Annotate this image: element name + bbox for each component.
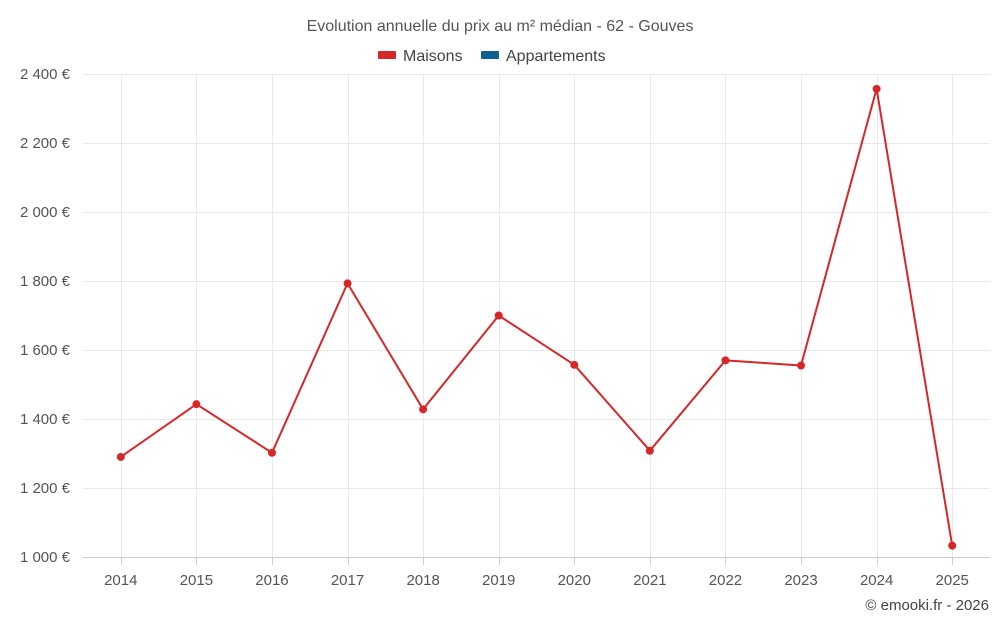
x-tick-label: 2015	[180, 572, 213, 589]
y-tick-label: 1 600 €	[20, 342, 71, 359]
data-point-maisons[interactable]	[872, 84, 881, 93]
x-tick-label: 2014	[104, 572, 137, 589]
legend: Maisons Appartements	[378, 48, 606, 65]
y-gridlines	[83, 74, 990, 489]
y-tick-label: 1 800 €	[20, 273, 71, 290]
y-axis-ticks: 1 000 € 1 200 € 1 400 € 1 600 € 1 800 € 2 000…	[20, 66, 71, 566]
y-tick-label: 1 000 €	[20, 549, 71, 566]
data-point-maisons[interactable]	[494, 311, 503, 320]
series-line-maisons	[120, 87, 954, 546]
x-tick-label: 2016	[255, 572, 288, 589]
data-point-maisons[interactable]	[116, 452, 125, 461]
x-tick-label: 2023	[784, 572, 817, 589]
data-point-maisons[interactable]	[797, 361, 806, 370]
x-gridlines	[121, 74, 953, 565]
y-tick-label: 1 200 €	[20, 480, 71, 497]
data-point-maisons[interactable]	[645, 446, 654, 455]
x-tick-label: 2020	[558, 572, 591, 589]
series-points	[116, 84, 957, 550]
legend-label-appartements: Appartements	[506, 48, 606, 65]
x-tick-label: 2017	[331, 572, 364, 589]
legend-label-maisons: Maisons	[403, 48, 463, 65]
credit-text: © emooki.fr - 2026	[865, 597, 989, 614]
data-point-maisons[interactable]	[192, 400, 201, 409]
legend-swatch-maisons	[378, 51, 396, 59]
y-tick-label: 2 200 €	[20, 135, 71, 152]
chart-title: Evolution annuelle du prix au m² médian …	[307, 18, 694, 35]
data-point-maisons[interactable]	[267, 448, 276, 457]
x-tick-label: 2018	[406, 572, 439, 589]
y-tick-label: 2 400 €	[20, 66, 71, 83]
x-tick-label: 2021	[633, 572, 666, 589]
y-tick-label: 1 400 €	[20, 411, 71, 428]
legend-item-appartements[interactable]: Appartements	[481, 48, 606, 65]
data-point-maisons[interactable]	[570, 360, 579, 369]
x-axis-ticks: 2014 2015 2016 2017 2018 2019 2020 2021 2022 2023…	[104, 572, 969, 589]
series-lines	[120, 87, 954, 546]
data-point-maisons[interactable]	[343, 279, 352, 288]
x-tick-label: 2019	[482, 572, 515, 589]
x-tick-label: 2025	[936, 572, 969, 589]
legend-swatch-appartements	[481, 51, 499, 59]
x-tick-label: 2022	[709, 572, 742, 589]
data-point-maisons[interactable]	[948, 541, 957, 550]
data-point-maisons[interactable]	[721, 356, 730, 365]
data-point-maisons[interactable]	[419, 405, 428, 414]
x-tick-label: 2024	[860, 572, 893, 589]
y-tick-label: 2 000 €	[20, 204, 71, 221]
legend-item-maisons[interactable]: Maisons	[378, 48, 463, 65]
